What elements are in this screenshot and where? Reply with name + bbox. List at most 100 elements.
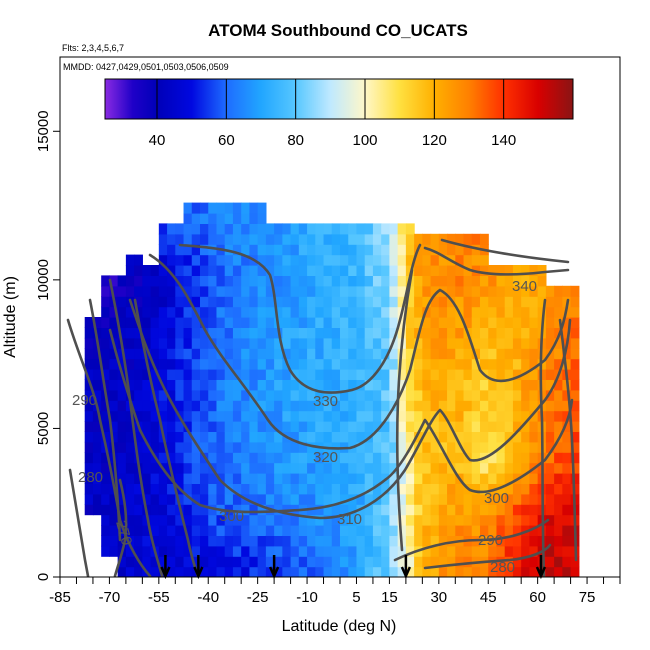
heatmap-cell [249, 452, 259, 464]
heatmap-cell [562, 452, 572, 464]
heatmap-cell [521, 296, 531, 308]
contour-wavy-1 [108, 278, 164, 577]
heatmap-cell [232, 233, 242, 245]
heatmap-cell [512, 369, 522, 380]
heatmap-cell [480, 514, 489, 526]
contour-label-310: 310 [337, 511, 362, 528]
heatmap-cell [249, 493, 259, 505]
heatmap-cell [183, 452, 193, 464]
heatmap-cell [282, 400, 292, 412]
heatmap-cell [521, 504, 531, 516]
heatmap-cell [257, 389, 267, 401]
heatmap-cell [348, 348, 358, 360]
heatmap-cell [191, 535, 201, 547]
heatmap-cell [92, 389, 102, 401]
heatmap-cell [496, 275, 506, 287]
heatmap-cell [430, 379, 440, 391]
heatmap-cell [175, 545, 185, 557]
heatmap-cell [389, 327, 399, 339]
heatmap-cell [208, 441, 218, 453]
heatmap-cell [232, 265, 242, 276]
heatmap-cell [331, 254, 341, 266]
heatmap-cell [381, 327, 391, 339]
heatmap-cell [142, 431, 152, 443]
heatmap-cell [356, 327, 366, 339]
heatmap-cell [471, 462, 481, 474]
heatmap-cell [200, 265, 209, 276]
heatmap-cell [397, 493, 407, 505]
heatmap-cell [249, 514, 259, 526]
heatmap-cell [389, 317, 399, 328]
heatmap-cell [282, 389, 292, 401]
heatmap-cell [438, 452, 448, 464]
heatmap-cell [562, 514, 572, 526]
heatmap-cell [422, 369, 432, 380]
heatmap-cell [307, 535, 316, 547]
heatmap-cell [257, 473, 267, 484]
heatmap-cell [84, 473, 94, 484]
heatmap-cell [471, 504, 481, 516]
heatmap-cell [249, 545, 259, 557]
heatmap-cell [422, 285, 432, 297]
heatmap-cell [348, 254, 358, 266]
contour-300 [108, 328, 574, 514]
heatmap-cell [554, 296, 563, 308]
heatmap-cell [364, 369, 374, 380]
heatmap-cell [455, 317, 465, 328]
heatmap-cell [447, 317, 456, 328]
heatmap-cell [282, 285, 292, 297]
heatmap-cell [545, 306, 555, 318]
heatmap-cell [249, 265, 259, 276]
heatmap-cell [274, 566, 283, 577]
heatmap-cell [323, 514, 333, 526]
heatmap-cell [340, 285, 349, 297]
heatmap-cell [241, 327, 251, 339]
heatmap-cell [389, 462, 399, 474]
theta-contours [66, 238, 578, 577]
heatmap-cell [331, 244, 341, 256]
heatmap-cell [290, 514, 300, 526]
heatmap-cell [463, 556, 473, 568]
heatmap-cell [274, 556, 283, 568]
heatmap-cell [150, 441, 160, 453]
heatmap-cell [405, 473, 415, 484]
heatmap-cell [191, 493, 201, 505]
heatmap-cell [480, 566, 489, 577]
heatmap-cell [430, 504, 440, 516]
heatmap-cell [290, 389, 300, 401]
heatmap-cell [183, 545, 193, 557]
heatmap-cell [257, 244, 267, 256]
heatmap-cell [315, 452, 325, 464]
heatmap-cell [471, 275, 481, 287]
heatmap-cell [389, 421, 399, 432]
heatmap-cell [315, 369, 325, 380]
heatmap-cell [150, 306, 160, 318]
heatmap-cell [356, 306, 366, 318]
heatmap-cell [224, 410, 234, 422]
heatmap-cell [471, 317, 481, 328]
heatmap-cell [150, 556, 160, 568]
heatmap-cell [101, 473, 111, 484]
heatmap-cell [496, 400, 506, 412]
heatmap-cell [381, 244, 391, 256]
heatmap-cell [554, 504, 563, 516]
heatmap-cell [323, 545, 333, 557]
heatmap-cell [422, 233, 432, 245]
heatmap-cell [232, 379, 242, 391]
heatmap-cell [265, 566, 275, 577]
heatmap-cell [265, 337, 275, 349]
heatmap-cell [142, 348, 152, 360]
heatmap-cell [224, 233, 234, 245]
heatmap-cell [364, 285, 374, 297]
heatmap-cell [290, 317, 300, 328]
heatmap-cell [142, 275, 152, 287]
heatmap-cell [307, 306, 316, 318]
heatmap-cell [414, 525, 423, 536]
heatmap-cell [422, 525, 432, 536]
heatmap-cell [397, 296, 407, 308]
heatmap-cell [512, 421, 522, 432]
heatmap-cell [331, 504, 341, 516]
heatmap-cell [232, 545, 242, 557]
heatmap-cell [570, 566, 580, 577]
heatmap-cell [183, 265, 193, 276]
